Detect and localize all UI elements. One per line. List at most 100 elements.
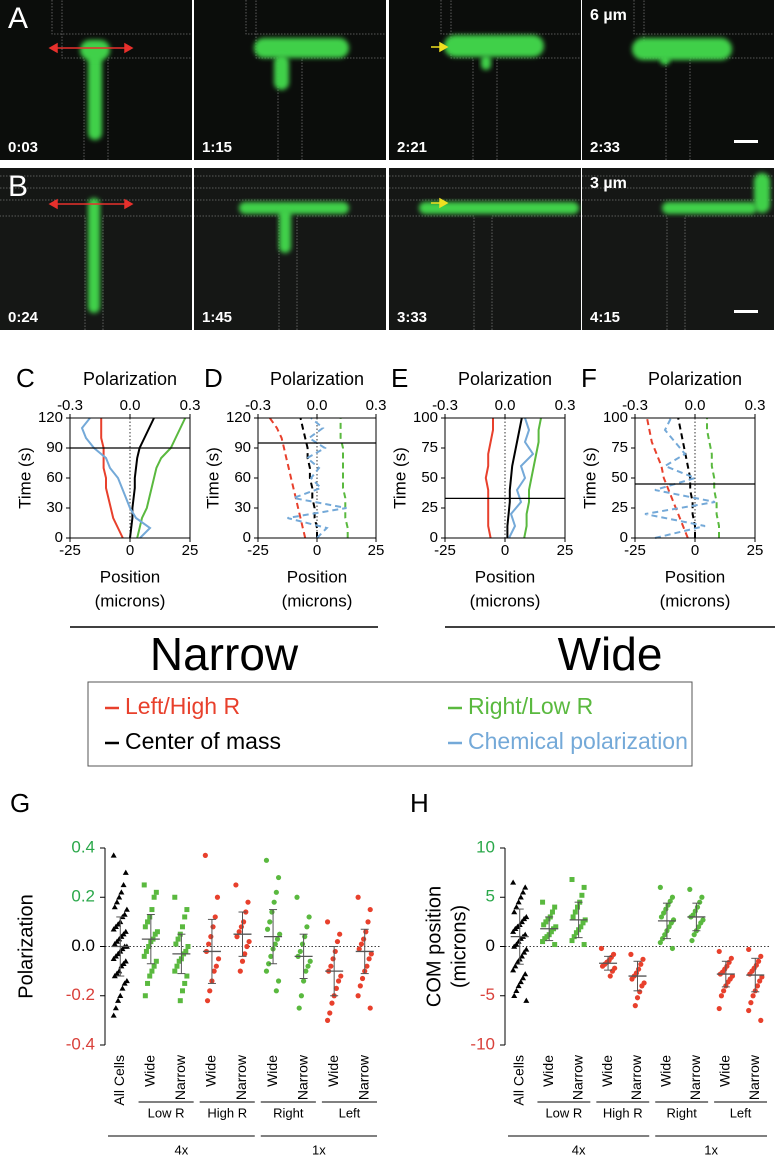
red-arrow (48, 198, 134, 210)
y-tick-label: 25 (611, 499, 628, 516)
channel-wall (255, 0, 279, 160)
x2-tick-label: 0.0 (685, 397, 706, 414)
data-point (122, 869, 129, 875)
data-point (116, 894, 123, 900)
data-point (572, 909, 578, 915)
series-line (646, 417, 689, 539)
top-axis-title: Polarization (83, 369, 177, 389)
x-tick-label: -25 (247, 542, 269, 559)
data-point (142, 993, 148, 999)
x-tick-label: -25 (434, 542, 456, 559)
data-point (324, 919, 331, 925)
channel-wall (491, 215, 581, 330)
data-point (329, 1000, 335, 1006)
channel-outline (440, 0, 581, 160)
y-tick-label: 50 (421, 469, 438, 486)
data-point (233, 882, 239, 888)
data-point (522, 884, 529, 890)
data-point (121, 980, 128, 986)
channel-wall (51, 0, 192, 35)
data-point (303, 968, 309, 974)
data-point (512, 963, 519, 969)
y-tick-label: 100 (413, 409, 438, 426)
x2-tick-label: -0.3 (432, 397, 458, 414)
data-point (338, 973, 344, 979)
data-point (294, 894, 300, 900)
data-point (111, 904, 118, 910)
data-point (366, 956, 372, 962)
series-line (644, 417, 716, 539)
cell-fluorescence (660, 55, 670, 65)
group-label: 1x (704, 1142, 718, 1157)
data-point (580, 920, 586, 926)
data-point (518, 918, 525, 925)
data-point (754, 983, 761, 989)
data-point (520, 975, 527, 981)
category-label: Narrow (233, 1054, 249, 1100)
width-label: 6 µm (590, 7, 627, 24)
data-point (599, 963, 606, 969)
x2-tick-label: 0.3 (366, 397, 387, 414)
data-point (515, 899, 522, 905)
data-point (112, 1005, 119, 1011)
data-point (117, 992, 124, 998)
channel-wall (0, 175, 192, 189)
data-point (174, 963, 180, 969)
data-point (267, 919, 273, 925)
data-point (172, 894, 178, 900)
data-point (141, 953, 147, 959)
data-point (517, 894, 524, 900)
data-point (271, 899, 277, 905)
x-axis-title: (microns) (470, 591, 541, 610)
data-point (110, 926, 117, 932)
series-line (523, 417, 542, 539)
x2-tick-label: 0.3 (555, 397, 576, 414)
data-point (149, 968, 155, 974)
data-point (185, 944, 191, 949)
data-point (728, 955, 734, 961)
category-label: Narrow (294, 1054, 310, 1100)
data-point (210, 924, 216, 930)
data-point (361, 936, 367, 942)
scale-bar (734, 140, 758, 143)
data-point (211, 968, 217, 974)
y-tick-label: 120 (226, 409, 251, 426)
panel-letter: E (391, 363, 408, 393)
y-tick-label: 120 (38, 409, 63, 426)
data-point (215, 956, 222, 962)
legend-label: Center of mass (125, 728, 281, 754)
series-line (268, 417, 307, 539)
data-point (120, 881, 127, 888)
category-label: All Cells (510, 1055, 526, 1106)
channel-wall (61, 0, 85, 160)
data-point (324, 1017, 331, 1023)
category-label: Wide (325, 1055, 341, 1087)
data-point (367, 906, 373, 913)
cell-fluorescence (274, 55, 289, 90)
data-point (359, 975, 366, 982)
top-axis-title: Polarization (648, 369, 742, 389)
cell-fluorescence (88, 198, 100, 313)
series-line (129, 417, 155, 539)
panel-letter: H (410, 788, 429, 818)
group-label: 1x (312, 1142, 326, 1157)
legend-label: Left/High R (125, 693, 240, 719)
category-label: Wide (264, 1055, 280, 1087)
y-tick-label: 75 (421, 439, 438, 456)
data-point (666, 924, 672, 930)
category-label: Wide (203, 1055, 219, 1087)
data-point (175, 936, 181, 942)
series-line (506, 417, 523, 538)
channel-wall (102, 215, 192, 330)
x2-tick-label: 0.0 (495, 397, 516, 414)
data-point (598, 945, 605, 952)
y-tick-label: 30 (234, 499, 251, 516)
data-point (110, 1012, 117, 1018)
data-point (241, 919, 247, 925)
data-point (337, 931, 343, 937)
data-point (552, 904, 558, 910)
data-point (510, 967, 517, 973)
timestamp: 1:15 (202, 139, 232, 156)
plot-frame (257, 417, 377, 539)
data-point (629, 976, 635, 982)
